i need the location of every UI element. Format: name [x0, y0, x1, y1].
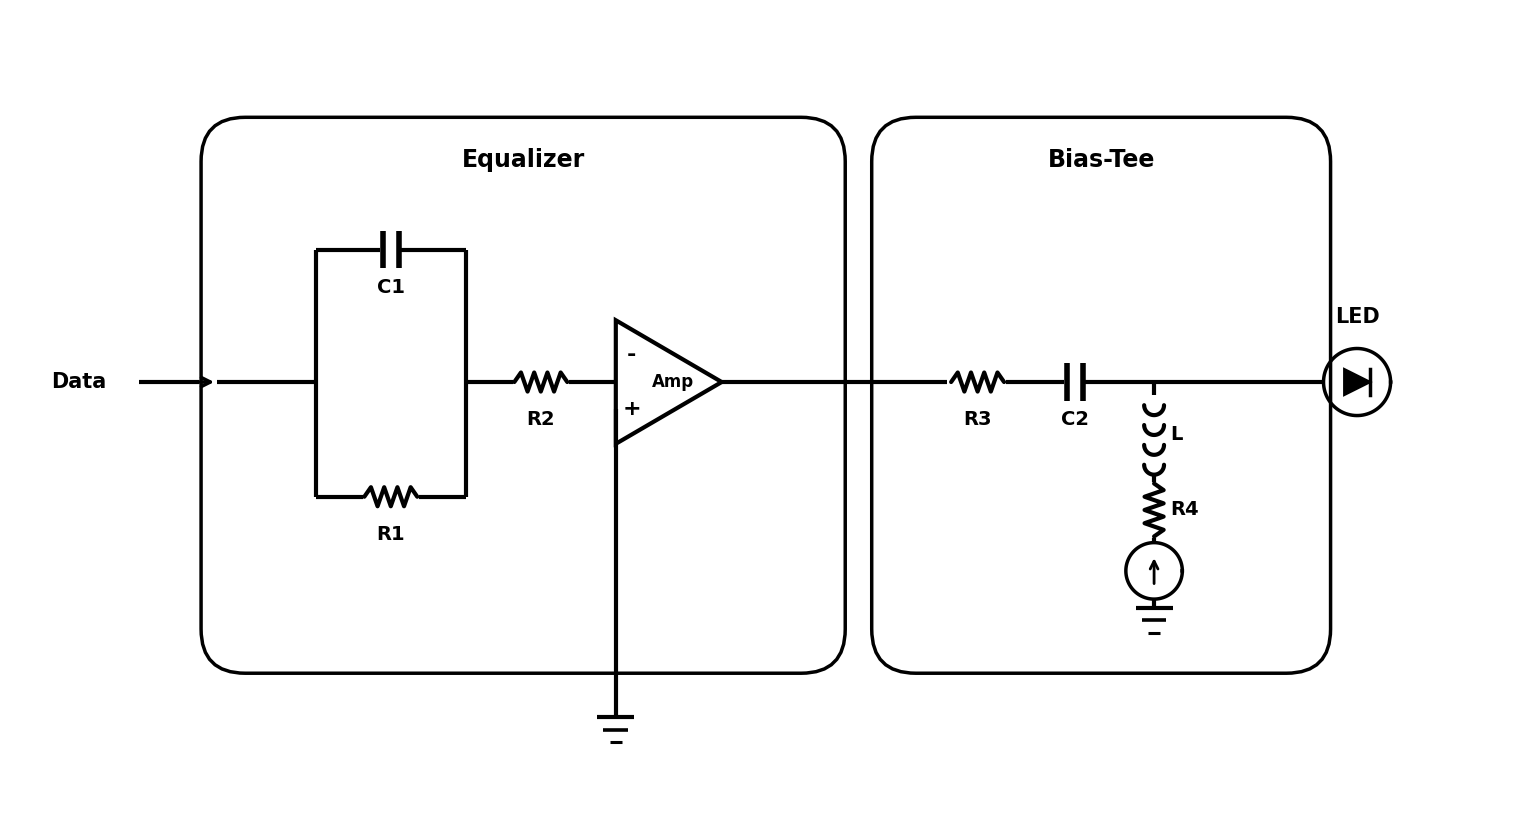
Text: R1: R1	[377, 525, 406, 544]
Text: +: +	[622, 400, 640, 419]
Text: Bias-Tee: Bias-Tee	[1048, 148, 1155, 172]
Text: LED: LED	[1335, 307, 1379, 328]
Text: R2: R2	[527, 410, 556, 429]
Text: Data: Data	[51, 372, 106, 392]
Text: R3: R3	[963, 410, 992, 429]
Text: L: L	[1170, 426, 1182, 444]
Text: Equalizer: Equalizer	[462, 148, 584, 172]
Text: C2: C2	[1061, 410, 1089, 429]
Polygon shape	[1344, 369, 1370, 395]
Text: -: -	[627, 345, 636, 364]
Text: R4: R4	[1170, 501, 1199, 520]
Text: C1: C1	[377, 278, 404, 297]
Text: Amp: Amp	[653, 373, 695, 391]
